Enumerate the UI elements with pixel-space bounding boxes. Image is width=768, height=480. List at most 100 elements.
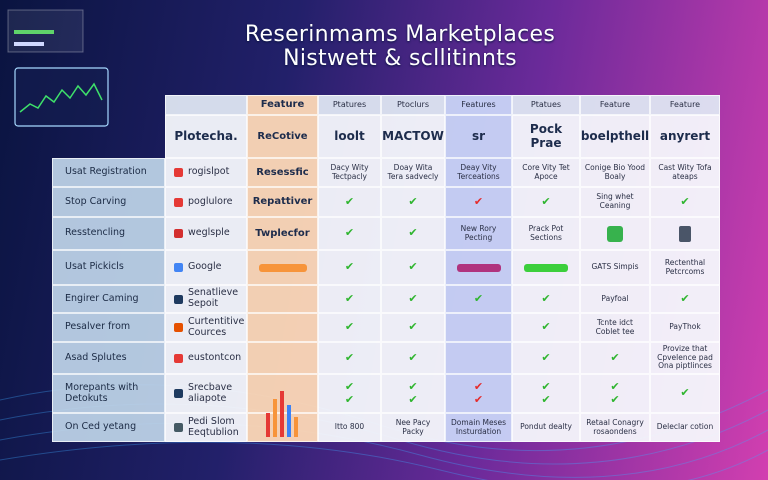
brand-cell: Srecbave aliapote: [165, 374, 247, 413]
brand-icon: [174, 263, 183, 272]
check-cell-text: ✔: [473, 194, 484, 208]
column-header: Ptatues: [512, 95, 580, 115]
feature-cell: [580, 217, 650, 250]
column-header: Ptoclurs: [381, 95, 445, 115]
check-cell-text: ✔: [408, 320, 418, 334]
feature-cell: [445, 342, 512, 374]
check-cell: ✔: [445, 187, 512, 217]
feature-cell: GATS Simpis: [580, 250, 650, 285]
feature-cell: Domain Meses Insturdation: [445, 413, 512, 442]
row-label-text: On Ced yetang: [65, 421, 137, 433]
cell-graphic: [607, 225, 623, 242]
brand-cell-text: weglsple: [188, 227, 230, 239]
row-label-text: Usat Pickicls: [65, 261, 124, 273]
feature-cell-text: Deleclar cotion: [656, 422, 714, 432]
row-label-text: Pesalver from: [65, 321, 131, 333]
check-cell-text: ✔: [473, 291, 484, 305]
feature-cell-text: Deay Vity Terceations: [457, 162, 500, 181]
row-label: Asad Splutes: [52, 342, 165, 374]
graphic-part: [607, 225, 623, 242]
feature-cell: Dacy Wity Tectpacly: [318, 158, 381, 187]
feature-cell: Conige Bio Yood Boaly: [580, 158, 650, 187]
brand-icon: [174, 389, 183, 398]
column-header-text: Features: [461, 100, 496, 110]
feature-cell: Rectenthal Petcrcoms: [650, 250, 720, 285]
check-cell: ✔: [381, 342, 445, 374]
check-cell: ✔: [318, 313, 381, 342]
check-cell: ✔ ✔: [318, 374, 381, 413]
brand-cell-text: Pedi Slom Eeqtublion: [188, 415, 239, 438]
graphic-part: [287, 405, 291, 437]
column-header-text: Feature: [599, 100, 631, 110]
cell-graphic: [524, 263, 568, 272]
cell-graphic: [456, 263, 501, 272]
feature-cell-text: Pondut dealty: [520, 422, 572, 432]
feature-cell: Cast Wity Tofa ateaps: [650, 158, 720, 187]
row-label-text: Engirer Caming: [65, 292, 139, 304]
vendor-logo: ReCotive: [247, 115, 318, 158]
brand-cell: Senatlieve Sepoit: [165, 285, 247, 313]
feature-cell: PayThok: [650, 313, 720, 342]
feature-cell-text: Retaal Conagry rosaondens: [586, 417, 644, 436]
vendor-logo: anyrert: [650, 115, 720, 158]
graphic-part: [456, 263, 501, 272]
column-header: Features: [445, 95, 512, 115]
check-cell-text: ✔: [408, 260, 418, 274]
check-cell: ✔: [580, 342, 650, 374]
row-label: Resstencling: [52, 217, 165, 250]
check-cell-text: ✔: [408, 350, 418, 364]
graphic-part: [258, 263, 307, 272]
feature-cell-text: Tcnte idct Coblet tee: [595, 317, 635, 336]
feature-cell-text: Resessfic: [256, 166, 309, 178]
check-cell: ✔: [512, 187, 580, 217]
feature-cell: [512, 250, 580, 285]
check-cell-text: ✔: [344, 226, 355, 240]
graphic-part: [524, 263, 568, 272]
feature-cell-text: GATS Simpis: [591, 262, 639, 272]
feature-cell: Core Vity Tet Apoce: [512, 158, 580, 187]
vendor-logo: Plotecha.: [165, 115, 247, 158]
feature-cell: Itto 800: [318, 413, 381, 442]
cell-graphic: [258, 263, 307, 272]
check-cell-text: ✔: [541, 350, 551, 364]
title-line: Nistwett & scllitinnts: [283, 46, 517, 71]
check-cell-text: ✔: [344, 291, 355, 305]
feature-cell-text: Cast Wity Tofa ateaps: [658, 162, 712, 181]
brand-icon: [174, 323, 183, 332]
feature-cell: Retaal Conagry rosaondens: [580, 413, 650, 442]
feature-cell-text: Provize that Cpvelence pad Ona piptlince…: [657, 344, 713, 371]
feature-cell-text: PayThok: [669, 322, 701, 332]
feature-cell: Prack Pot Sections: [512, 217, 580, 250]
check-cell: ✔ ✔: [381, 374, 445, 413]
check-cell-text: ✔: [680, 194, 690, 208]
feature-cell: [247, 342, 318, 374]
feature-cell: [445, 250, 512, 285]
brand-cell-text: Srecbave aliapote: [188, 381, 233, 404]
feature-cell-text: Doay Wita Tera sadvecly: [387, 162, 439, 181]
brand-icon: [174, 197, 183, 207]
brand-cell: Pedi Slom Eeqtublion: [165, 413, 247, 442]
feature-cell: [650, 217, 720, 250]
check-cell-text: ✔: [680, 291, 690, 305]
feature-cell: Payfoal: [580, 285, 650, 313]
brand-cell-text: poglulore: [188, 195, 233, 207]
check-cell-text: ✔ ✔: [610, 379, 620, 406]
check-cell-text: ✔: [680, 386, 690, 400]
column-header-text: Ptoclurs: [396, 100, 429, 110]
check-cell: ✔: [318, 285, 381, 313]
column-header: Feature: [580, 95, 650, 115]
graphic-part: [266, 391, 298, 437]
vendor-logo-text: MACTOW: [382, 128, 444, 143]
check-cell: ✔ ✔: [512, 374, 580, 413]
feature-cell: Resessfic: [247, 158, 318, 187]
check-cell-text: ✔: [541, 291, 551, 305]
feature-cell-text: Rectenthal Petcrcoms: [664, 257, 706, 276]
row-label: On Ced yetang: [52, 413, 165, 442]
feature-cell-text: Payfoal: [601, 293, 629, 303]
check-cell-text: ✔: [408, 194, 418, 208]
check-cell-text: ✔: [344, 350, 355, 364]
feature-cell: New Rory Pecting: [445, 217, 512, 250]
brand-cell-text: Senatlieve Sepoit: [188, 287, 239, 309]
feature-cell: Nee Pacy Packy: [381, 413, 445, 442]
